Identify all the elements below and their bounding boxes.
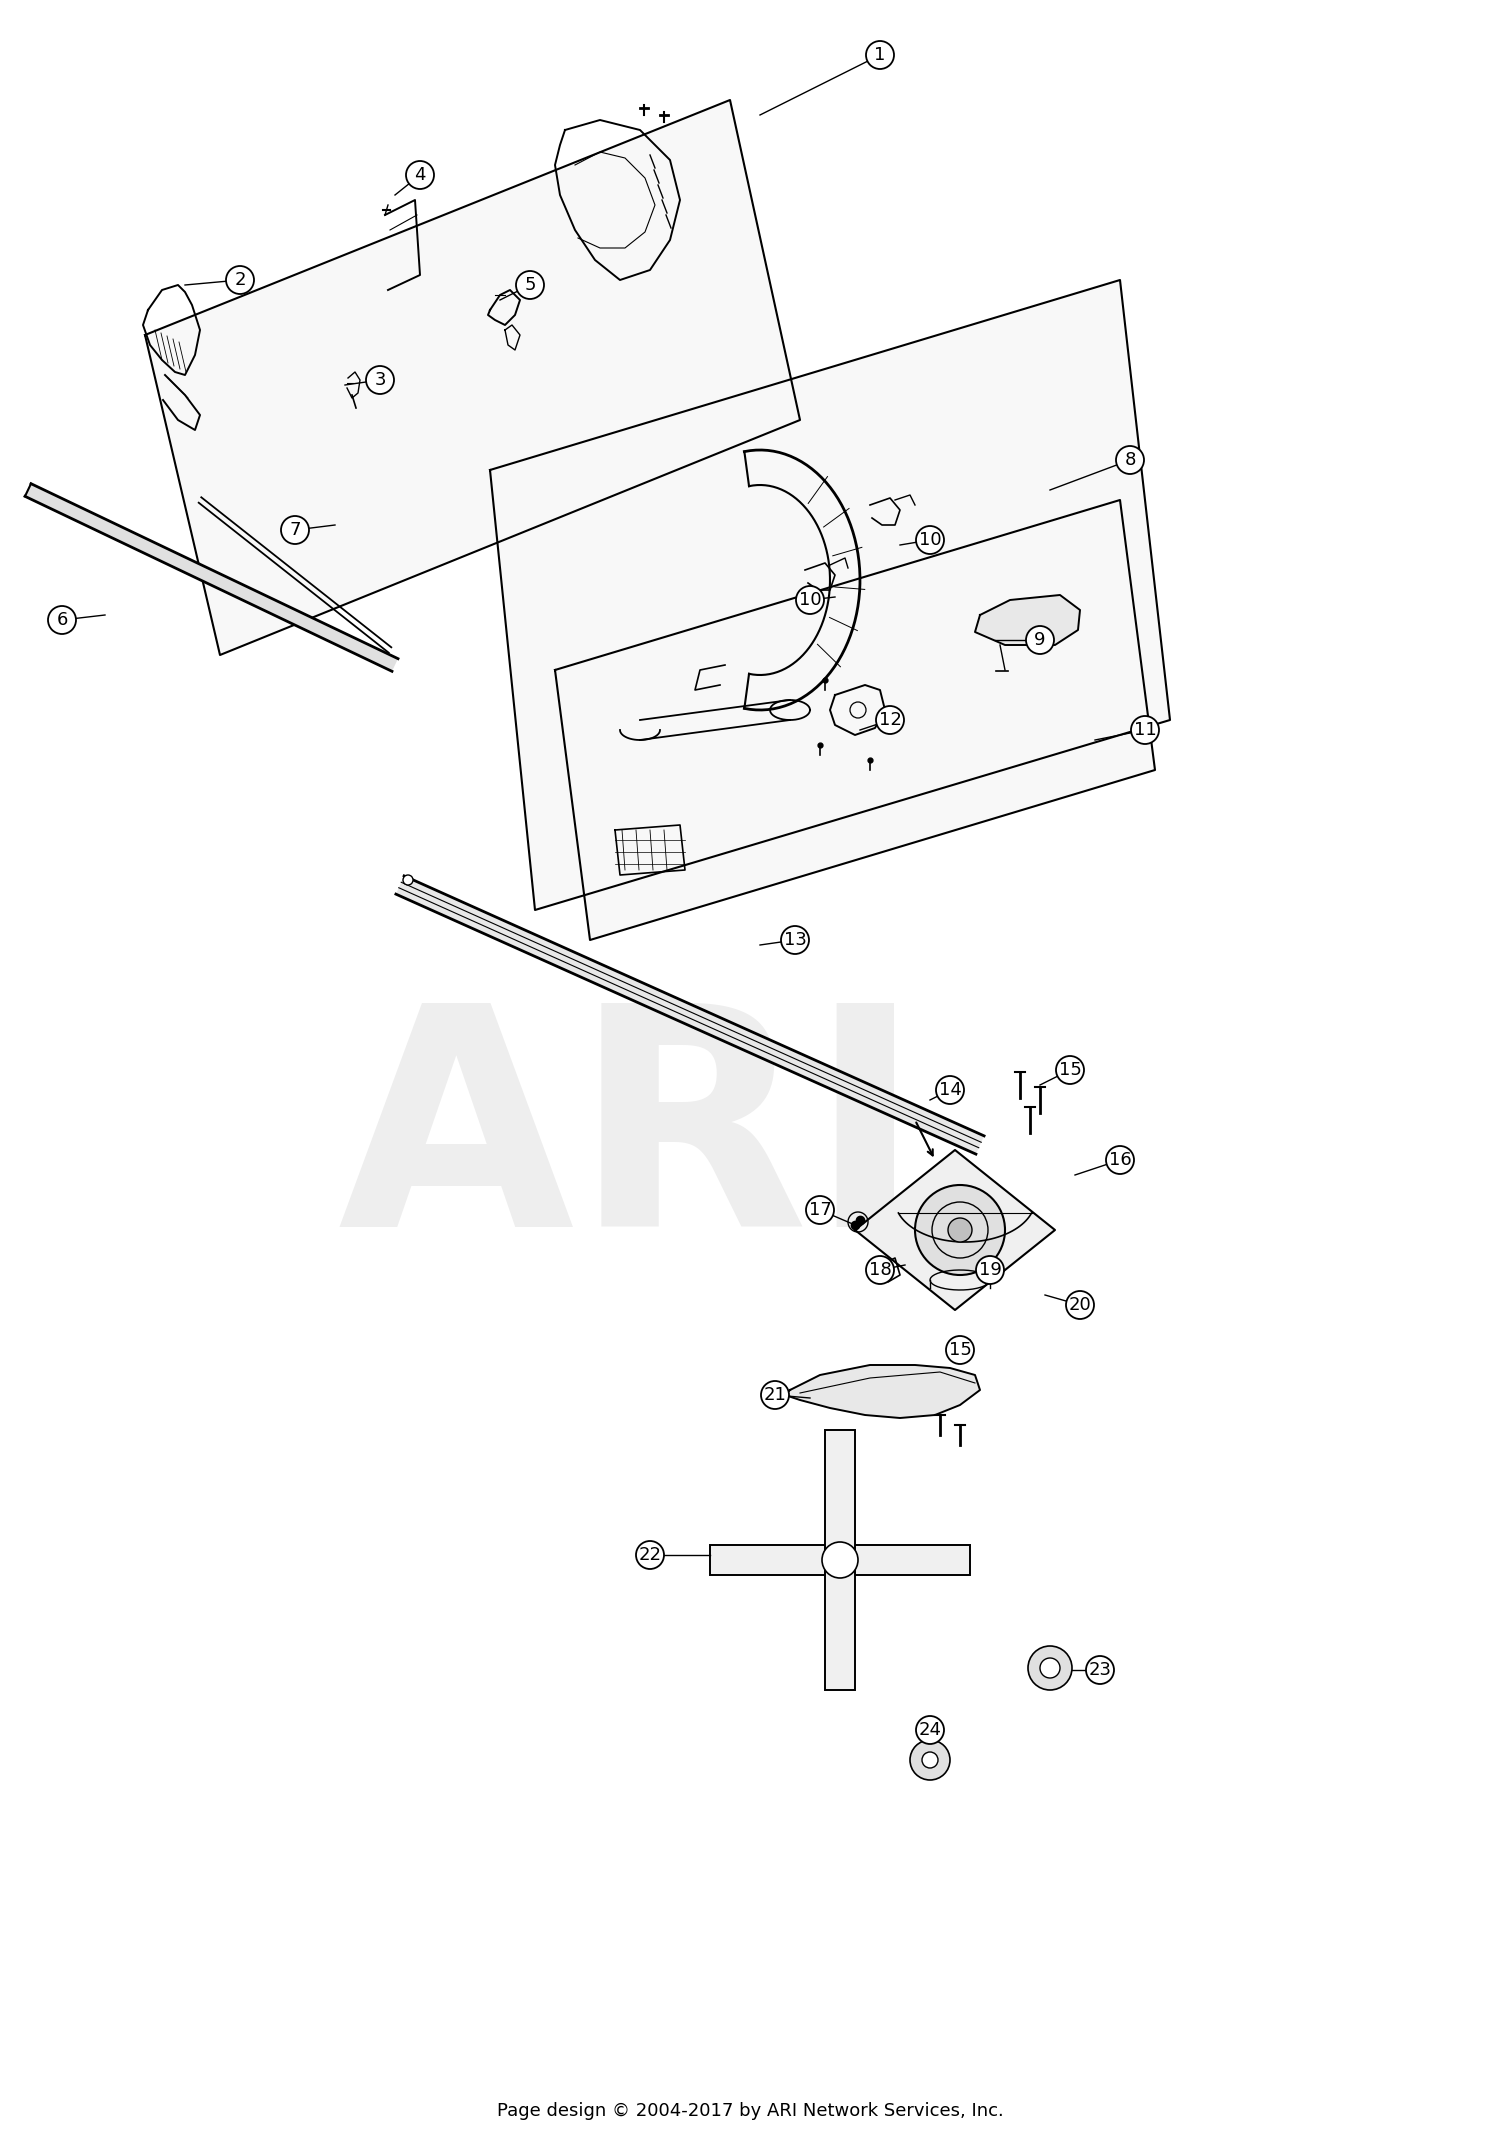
Text: 24: 24 xyxy=(918,1720,942,1740)
Polygon shape xyxy=(396,875,984,1153)
Text: 10: 10 xyxy=(798,591,822,608)
Text: 20: 20 xyxy=(1068,1296,1092,1313)
Text: 13: 13 xyxy=(783,931,807,949)
Text: 23: 23 xyxy=(1089,1660,1112,1680)
Polygon shape xyxy=(146,99,800,655)
Circle shape xyxy=(48,606,76,634)
Text: 22: 22 xyxy=(639,1546,662,1563)
Circle shape xyxy=(1106,1147,1134,1175)
Polygon shape xyxy=(490,280,1170,910)
Text: 8: 8 xyxy=(1125,451,1136,470)
Circle shape xyxy=(915,1186,1005,1274)
Circle shape xyxy=(796,586,824,614)
Polygon shape xyxy=(26,483,398,671)
Circle shape xyxy=(226,265,254,293)
Polygon shape xyxy=(825,1429,855,1690)
Text: 1: 1 xyxy=(874,45,885,65)
Polygon shape xyxy=(710,1546,970,1576)
Text: Page design © 2004-2017 by ARI Network Services, Inc.: Page design © 2004-2017 by ARI Network S… xyxy=(496,2102,1004,2119)
Circle shape xyxy=(280,515,309,543)
Polygon shape xyxy=(855,1149,1054,1311)
Text: 11: 11 xyxy=(1134,720,1156,740)
Polygon shape xyxy=(975,595,1080,645)
Circle shape xyxy=(1131,716,1160,744)
Circle shape xyxy=(406,162,433,190)
Text: ARI: ARI xyxy=(338,994,922,1291)
Circle shape xyxy=(1040,1658,1060,1677)
Circle shape xyxy=(366,367,394,395)
Text: 4: 4 xyxy=(414,166,426,183)
Text: 19: 19 xyxy=(978,1261,1002,1279)
Circle shape xyxy=(1028,1645,1072,1690)
Text: 5: 5 xyxy=(525,276,536,293)
Circle shape xyxy=(1116,446,1144,474)
Circle shape xyxy=(922,1753,938,1768)
Circle shape xyxy=(876,705,904,733)
Text: 2: 2 xyxy=(234,272,246,289)
Circle shape xyxy=(946,1337,974,1365)
Circle shape xyxy=(404,875,412,884)
Text: 3: 3 xyxy=(375,371,386,388)
Circle shape xyxy=(865,41,894,69)
Circle shape xyxy=(760,1382,789,1410)
Text: 7: 7 xyxy=(290,522,300,539)
Polygon shape xyxy=(784,1365,980,1419)
Text: 17: 17 xyxy=(808,1201,831,1218)
Circle shape xyxy=(516,272,544,300)
Circle shape xyxy=(865,1257,894,1285)
Circle shape xyxy=(1026,625,1054,653)
Circle shape xyxy=(916,1716,944,1744)
Text: 16: 16 xyxy=(1108,1151,1131,1169)
Circle shape xyxy=(948,1218,972,1242)
Text: 15: 15 xyxy=(948,1341,972,1358)
Text: 9: 9 xyxy=(1035,632,1046,649)
Text: 10: 10 xyxy=(918,530,942,550)
Text: 6: 6 xyxy=(57,610,68,630)
Circle shape xyxy=(936,1076,964,1104)
Circle shape xyxy=(976,1257,1004,1285)
Text: 12: 12 xyxy=(879,711,902,729)
Text: 18: 18 xyxy=(868,1261,891,1279)
Polygon shape xyxy=(555,500,1155,940)
Circle shape xyxy=(806,1197,834,1225)
Text: 14: 14 xyxy=(939,1080,962,1100)
Circle shape xyxy=(1086,1656,1114,1684)
Text: 21: 21 xyxy=(764,1386,786,1404)
Circle shape xyxy=(1056,1056,1084,1084)
Circle shape xyxy=(916,526,944,554)
Circle shape xyxy=(636,1542,664,1570)
Text: 15: 15 xyxy=(1059,1061,1082,1078)
Circle shape xyxy=(822,1542,858,1578)
Circle shape xyxy=(782,925,808,953)
Circle shape xyxy=(910,1740,950,1781)
Circle shape xyxy=(1066,1291,1094,1319)
